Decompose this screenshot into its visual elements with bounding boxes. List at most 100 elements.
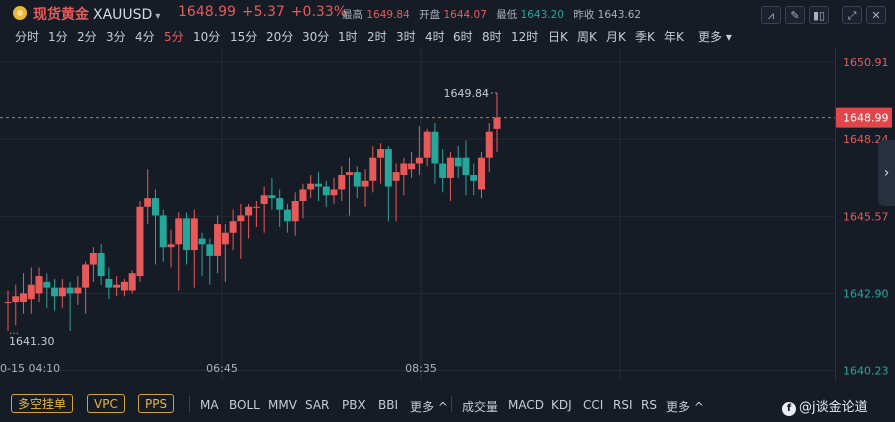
quote-stats: 最高 1649.84 开盘 1644.07 最低 1643.20 昨收 1643… bbox=[342, 7, 641, 22]
period-12[interactable]: 3时 bbox=[396, 30, 416, 44]
candle-body bbox=[384, 149, 392, 187]
period-4[interactable]: 4分 bbox=[135, 30, 155, 44]
period-2[interactable]: 2分 bbox=[77, 30, 97, 44]
sub-indicator-6[interactable]: 更多 ^ bbox=[666, 400, 704, 414]
sub-indicator-0[interactable]: 成交量 bbox=[462, 400, 499, 414]
min-price-label: 1641.30 bbox=[9, 335, 55, 348]
candle-body bbox=[408, 163, 416, 170]
candle-body bbox=[190, 218, 198, 251]
candle-body bbox=[136, 206, 144, 277]
candle-body bbox=[229, 221, 237, 233]
candle-body bbox=[338, 175, 346, 190]
period-8[interactable]: 20分 bbox=[266, 30, 294, 44]
period-0[interactable]: 分时 bbox=[15, 30, 40, 44]
period-19[interactable]: 月K bbox=[606, 30, 626, 44]
candle-body bbox=[470, 175, 478, 181]
main-indicator-0[interactable]: MA bbox=[200, 398, 219, 412]
last-price: 1648.99 bbox=[178, 4, 236, 20]
pps-button[interactable]: PPS bbox=[138, 394, 175, 413]
chevron-down-icon[interactable]: ▾ bbox=[155, 11, 161, 22]
instrument-symbol: XAUUSD bbox=[93, 7, 153, 23]
sub-indicator-1[interactable]: MACD bbox=[508, 398, 544, 412]
indicator-bar: 多空挂单 VPC PPS f @j谈金论道 MA BOLL MMV SAR PBX BBI 更… bbox=[0, 391, 895, 421]
candle-body bbox=[214, 224, 222, 256]
min-marker-dots: … bbox=[9, 326, 19, 337]
close-icon[interactable]: ✕ bbox=[866, 6, 886, 24]
main-indicator-4[interactable]: PBX bbox=[342, 398, 366, 412]
open-label: 开盘 bbox=[419, 9, 441, 21]
main-indicator-2[interactable]: MMV bbox=[268, 398, 297, 412]
instrument-title[interactable]: 现货黄金 XAUUSD ▾ bbox=[33, 4, 160, 24]
candle-body bbox=[4, 302, 12, 304]
candle-body bbox=[89, 252, 97, 265]
period-21[interactable]: 年K bbox=[664, 30, 684, 44]
candle-body bbox=[346, 172, 354, 176]
price-change-pct: +0.33% bbox=[290, 4, 348, 20]
long-short-orders-button[interactable]: 多空挂单 bbox=[11, 394, 74, 413]
period-17[interactable]: 日K bbox=[548, 30, 568, 44]
candle-body bbox=[128, 273, 136, 291]
sub-indicator-3[interactable]: CCI bbox=[583, 398, 604, 412]
period-18[interactable]: 周K bbox=[577, 30, 597, 44]
candle-body bbox=[105, 278, 113, 288]
candle-body bbox=[144, 198, 152, 207]
candle-body bbox=[276, 198, 284, 210]
period-5[interactable]: 5分 bbox=[164, 30, 184, 44]
chart-type-icon[interactable]: ⩘ bbox=[761, 6, 781, 24]
candle-body bbox=[113, 284, 121, 288]
draw-pen-icon[interactable]: ✎ bbox=[785, 6, 805, 24]
period-16[interactable]: 12时 bbox=[511, 30, 539, 44]
candle-body bbox=[51, 287, 59, 297]
low-value: 1643.20 bbox=[520, 9, 564, 21]
candle-body bbox=[97, 252, 105, 277]
period-7[interactable]: 15分 bbox=[230, 30, 258, 44]
period-20[interactable]: 季K bbox=[635, 30, 655, 44]
expand-icon[interactable]: ⤢ bbox=[842, 6, 862, 24]
candle-body bbox=[245, 206, 253, 216]
sub-indicator-5[interactable]: RS bbox=[641, 398, 657, 412]
period-22[interactable]: 更多 ▾ bbox=[698, 30, 732, 44]
candle-body bbox=[74, 287, 82, 294]
current-price-tag bbox=[836, 107, 892, 128]
main-indicator-1[interactable]: BOLL bbox=[229, 398, 260, 412]
price-change: +5.37 bbox=[241, 4, 285, 20]
main-indicator-6[interactable]: 更多 ^ bbox=[410, 400, 448, 414]
main-indicator-5[interactable]: BBI bbox=[378, 398, 399, 412]
sub-indicator-4[interactable]: RSI bbox=[613, 398, 633, 412]
price-quote: 1648.99 +5.37 +0.33% bbox=[178, 4, 353, 20]
candle-body bbox=[12, 296, 20, 303]
candle-body bbox=[183, 218, 191, 251]
vpc-button[interactable]: VPC bbox=[87, 394, 125, 413]
candle-body bbox=[120, 281, 128, 291]
main-indicator-3[interactable]: SAR bbox=[305, 398, 330, 412]
candle-body bbox=[493, 117, 501, 129]
candle-body bbox=[299, 189, 307, 202]
period-9[interactable]: 30分 bbox=[302, 30, 330, 44]
candle-body bbox=[392, 172, 400, 181]
price-axis-label: 1640.23 bbox=[843, 364, 889, 377]
candle-body bbox=[377, 149, 385, 158]
period-11[interactable]: 2时 bbox=[367, 30, 387, 44]
candle-body bbox=[206, 244, 214, 256]
period-14[interactable]: 6时 bbox=[453, 30, 473, 44]
chevron-right-icon[interactable]: › bbox=[878, 140, 895, 206]
period-6[interactable]: 10分 bbox=[193, 30, 221, 44]
candle-body bbox=[159, 215, 167, 248]
period-13[interactable]: 4时 bbox=[425, 30, 445, 44]
period-3[interactable]: 3分 bbox=[106, 30, 126, 44]
prev-close-label: 昨收 bbox=[573, 9, 595, 21]
sub-indicator-2[interactable]: KDJ bbox=[551, 398, 572, 412]
candlestick-chart[interactable]: 1650.91 1648.24 1645.57 1642.90 1640.23 1648.… bbox=[0, 48, 895, 380]
candle-body bbox=[237, 215, 245, 222]
candle-body bbox=[167, 244, 175, 248]
period-15[interactable]: 8时 bbox=[482, 30, 502, 44]
candle-body bbox=[27, 284, 35, 300]
open-value: 1644.07 bbox=[443, 9, 487, 21]
candle-body bbox=[361, 180, 369, 187]
period-10[interactable]: 1时 bbox=[338, 30, 358, 44]
candle-style-icon[interactable]: ▮▯ bbox=[809, 6, 829, 24]
period-1[interactable]: 1分 bbox=[48, 30, 68, 44]
time-axis-label: 08:35 bbox=[405, 362, 437, 375]
candle-body bbox=[485, 131, 493, 158]
instrument-name: 现货黄金 bbox=[33, 7, 89, 23]
